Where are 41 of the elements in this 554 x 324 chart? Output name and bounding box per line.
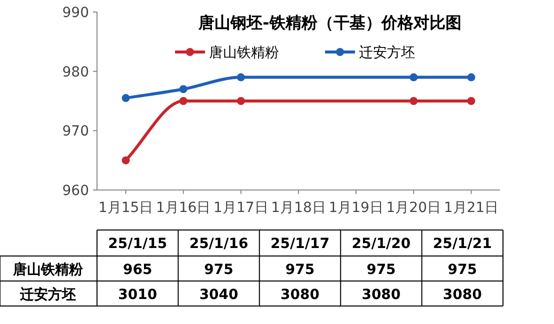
data-label: 975: [285, 262, 315, 278]
point: [122, 94, 130, 102]
point: [410, 97, 418, 105]
point: [236, 73, 245, 82]
x-tick-label: 1月19日: [328, 200, 384, 216]
point: [122, 156, 130, 164]
legend-label: 迁安方坯: [359, 45, 415, 61]
point: [467, 97, 476, 105]
legend-label: 唐山铁精粉: [209, 45, 279, 61]
x-tick-label: 1月20日: [386, 200, 442, 216]
data-label: 3010: [118, 287, 158, 303]
point: [236, 97, 245, 105]
x-tick-label: 1月18日: [271, 200, 326, 216]
category-label: 25/1/20: [352, 236, 411, 252]
data-label: 965: [122, 262, 152, 278]
x-tick-label: 1月15日: [98, 200, 154, 216]
point: [467, 73, 476, 82]
y-tick-label: 990: [62, 5, 89, 21]
data-label: 3080: [442, 287, 482, 303]
data-label: 3080: [362, 287, 401, 303]
data-label: 975: [448, 262, 478, 278]
data-label: 975: [366, 262, 396, 278]
category-label: 25/1/21: [432, 236, 492, 252]
y-tick-label: 980: [62, 64, 89, 80]
point: [179, 85, 188, 94]
text: 迁安方坯: [19, 286, 76, 303]
chart-title: 唐山钢坯-铁精粉（干基）价格对比图: [198, 13, 462, 32]
category-label: 25/1/16: [189, 236, 248, 252]
category-label: 25/1/17: [270, 236, 330, 252]
data-label: 3080: [280, 287, 320, 303]
x-tick-label: 1月16日: [156, 200, 211, 216]
data-label: 975: [204, 262, 234, 278]
data-label: 3040: [199, 287, 239, 303]
y-tick-label: 960: [62, 183, 89, 199]
x-tick-label: 1月17日: [214, 200, 268, 216]
text: 唐山铁精粉: [12, 261, 84, 278]
point: [179, 97, 188, 105]
y-tick-label: 970: [62, 124, 89, 140]
x-tick-label: 1月21日: [444, 200, 499, 216]
category-label: 25/1/15: [108, 236, 168, 252]
point: [410, 73, 418, 82]
